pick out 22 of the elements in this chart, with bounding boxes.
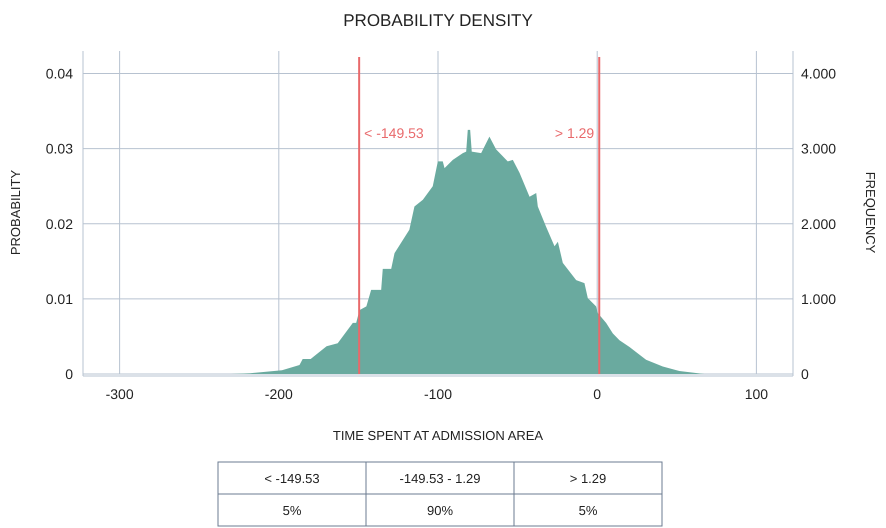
table: < -149.53 -149.53 - 1.29 > 1.29 5% 90% 5% xyxy=(218,462,662,526)
x-tick-label: 100 xyxy=(744,386,768,402)
y2-axis-title: FREQUENCY xyxy=(863,172,878,254)
y-tick-label: 0 xyxy=(65,366,74,382)
x-tick-label: -200 xyxy=(264,386,294,402)
y-tick-label: 0.02 xyxy=(46,216,74,232)
x-tick-label: 0 xyxy=(593,386,602,402)
chart-title: PROBABILITY DENSITY xyxy=(343,11,533,30)
ref-line-label: > 1.29 xyxy=(554,125,594,141)
y2-tick-label: 4.000 xyxy=(801,66,836,82)
y-tick-label: 0.01 xyxy=(46,290,74,307)
ref-line-label: < -149.53 xyxy=(364,125,424,141)
x-tick-label: -300 xyxy=(106,386,134,402)
y2-tick-label: 3.000 xyxy=(801,140,836,157)
y2-tick-label: 1.000 xyxy=(801,290,836,307)
y-tick-label: 0.04 xyxy=(46,66,74,82)
x-tick-label: -100 xyxy=(424,386,452,402)
y2-tick-label: 0 xyxy=(801,366,809,382)
y-axis-title: PROBABILITY xyxy=(8,170,23,256)
y2-tick-label: 2.000 xyxy=(801,216,836,232)
y-tick-label: 0.03 xyxy=(46,140,74,157)
x-axis-title: TIME SPENT AT ADMISSION AREA xyxy=(332,428,544,443)
